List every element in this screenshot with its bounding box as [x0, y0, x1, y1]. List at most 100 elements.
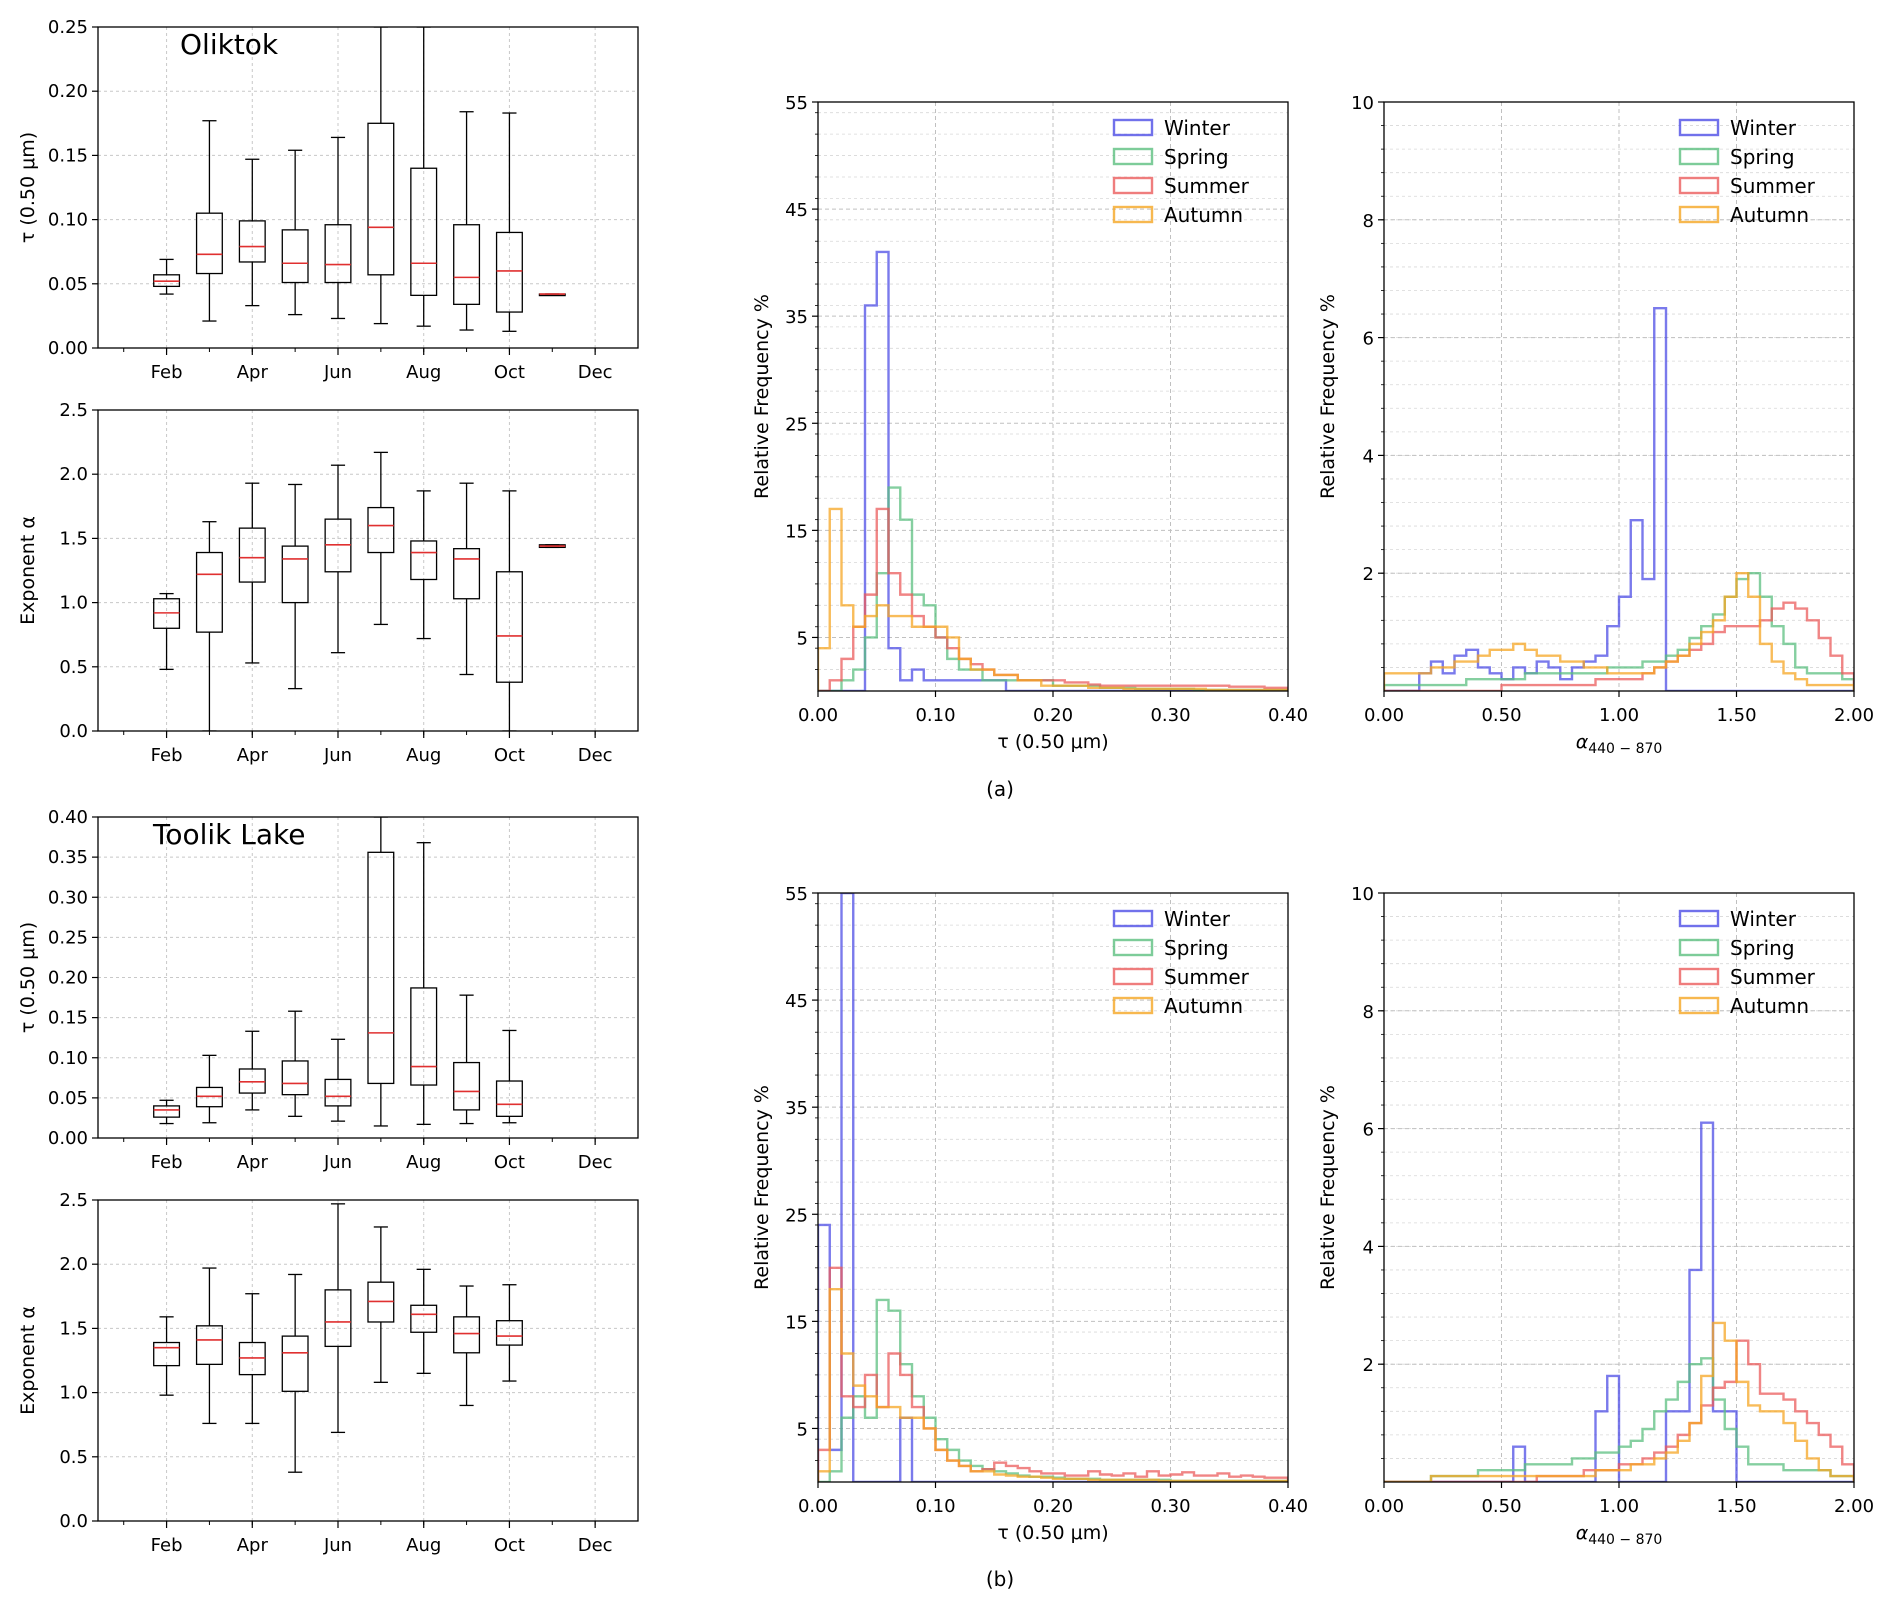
legend-label: Autumn — [1730, 203, 1809, 227]
legend-swatch — [1112, 176, 1154, 195]
boxes — [153, 1203, 523, 1473]
x-axis-label: τ (0.50 μm) — [997, 731, 1108, 753]
box-10 — [495, 1029, 523, 1124]
box-7 — [367, 817, 395, 1127]
y-tick-label: 15 — [785, 521, 808, 542]
x-tick-label: Jun — [323, 1535, 352, 1556]
x-tick-label: Apr — [237, 745, 269, 766]
box-iqr — [324, 1289, 352, 1348]
x-tick-label: 0.50 — [1481, 705, 1521, 726]
x-tick-label: Jun — [323, 1152, 352, 1173]
legend: Winter Spring Summer Autumn — [1678, 907, 1816, 1018]
axes-frame — [1383, 892, 1855, 1483]
y-tick-label: 45 — [785, 991, 808, 1012]
box-iqr — [281, 545, 309, 604]
x-tick-label: 1.00 — [1599, 1496, 1639, 1517]
y-tick-label: 0.15 — [48, 1008, 88, 1029]
x-label-symbol: α — [1576, 1522, 1589, 1544]
y-tick-label: 0.05 — [48, 274, 88, 295]
legend-item-spring: Spring — [1112, 936, 1229, 960]
legend-swatch — [1678, 147, 1720, 166]
x-tick-label: Dec — [578, 745, 613, 766]
legend-swatch — [1678, 205, 1720, 224]
y-tick-label: 5 — [797, 628, 808, 649]
y-tick-label: 1.5 — [59, 528, 88, 549]
legend-item-summer: Summer — [1112, 174, 1250, 198]
box-3 — [195, 1054, 223, 1124]
legend-item-autumn: Autumn — [1678, 203, 1809, 227]
box-8 — [410, 842, 438, 1126]
boxes — [153, 451, 566, 731]
box-10 — [495, 1284, 523, 1382]
y-tick-label: 2.0 — [59, 464, 88, 485]
series-autumn — [1384, 572, 1854, 691]
box-6 — [324, 1038, 352, 1122]
axes-frame — [97, 1199, 639, 1522]
box-2 — [153, 592, 181, 671]
legend-label: Summer — [1164, 174, 1250, 198]
x-axis-label: τ (0.50 μm) — [997, 1522, 1108, 1544]
box-7 — [367, 27, 395, 325]
legend-swatch — [1678, 967, 1720, 986]
box-iqr — [410, 167, 438, 297]
box-iqr — [238, 527, 266, 583]
box-iqr — [367, 851, 395, 1085]
x-tick-label: Feb — [151, 362, 183, 383]
x-axis-label: α440 − 870 — [1576, 731, 1663, 757]
legend-label: Autumn — [1164, 203, 1243, 227]
box-3 — [195, 521, 223, 731]
box-iqr — [195, 1086, 223, 1108]
y-tick-label: 5 — [797, 1419, 808, 1440]
legend-item-spring: Spring — [1678, 145, 1795, 169]
legend-label: Summer — [1730, 174, 1816, 198]
x-tick-label: Aug — [406, 1152, 441, 1173]
legend: Winter Spring Summer Autumn — [1112, 907, 1250, 1018]
box-4 — [238, 158, 266, 307]
toolik-angstrom-histogram: 2 4 6 8 10 0.00 0.50 1.00 1.50 2.00 Winter Spring Su… — [1317, 884, 1874, 1548]
axes-frame — [97, 409, 639, 732]
box-2 — [153, 1316, 181, 1396]
y-tick-label: 0.15 — [48, 145, 88, 166]
box-iqr — [238, 220, 266, 263]
y-axis-label: Relative Frequency % — [751, 1085, 773, 1290]
x-tick-label: 0.30 — [1150, 1496, 1190, 1517]
box-4 — [238, 1293, 266, 1425]
series-autumn — [818, 1288, 1288, 1482]
legend-item-winter: Winter — [1112, 907, 1231, 931]
y-axis-label: Relative Frequency % — [1317, 1085, 1339, 1290]
x-tick-label: Dec — [578, 1152, 613, 1173]
caption-a: (a) — [986, 777, 1014, 801]
x-label-symbol: α — [1576, 731, 1589, 753]
box-5 — [281, 483, 309, 690]
toolik-aod-histogram: 5 15 25 35 45 55 0.00 0.10 0.20 0.30 0.40 Winter Spr… — [751, 884, 1308, 1544]
x-tick-label: 2.00 — [1834, 705, 1874, 726]
y-tick-label: 0.25 — [48, 17, 88, 38]
legend-item-spring: Spring — [1678, 936, 1795, 960]
box-iqr — [195, 212, 223, 275]
y-tick-label: 0.00 — [48, 1128, 88, 1149]
legend-swatch — [1678, 176, 1720, 195]
legend-item-summer: Summer — [1678, 174, 1816, 198]
box-10 — [495, 112, 523, 332]
x-label-subscript: 440 − 870 — [1588, 1532, 1662, 1548]
box-10 — [495, 490, 523, 731]
legend-item-spring: Spring — [1112, 145, 1229, 169]
x-tick-label: 0.10 — [915, 1496, 955, 1517]
x-tick-label: 0.00 — [798, 705, 838, 726]
x-tick-label: Oct — [494, 362, 525, 383]
x-tick-label: Dec — [578, 1535, 613, 1556]
legend-swatch — [1112, 938, 1154, 957]
x-tick-label: 1.50 — [1716, 705, 1756, 726]
legend-swatch — [1112, 205, 1154, 224]
y-tick-label: 35 — [785, 307, 808, 328]
box-iqr — [410, 1304, 438, 1333]
box-iqr — [238, 1068, 266, 1094]
x-tick-label: Aug — [406, 1535, 441, 1556]
y-tick-label: 1.0 — [59, 1383, 88, 1404]
box-9 — [453, 994, 481, 1125]
y-tick-label: 0.30 — [48, 887, 88, 908]
box-iqr — [495, 571, 523, 683]
y-tick-label: 25 — [785, 1205, 808, 1226]
box-8 — [410, 27, 438, 327]
y-tick-label: 35 — [785, 1098, 808, 1119]
